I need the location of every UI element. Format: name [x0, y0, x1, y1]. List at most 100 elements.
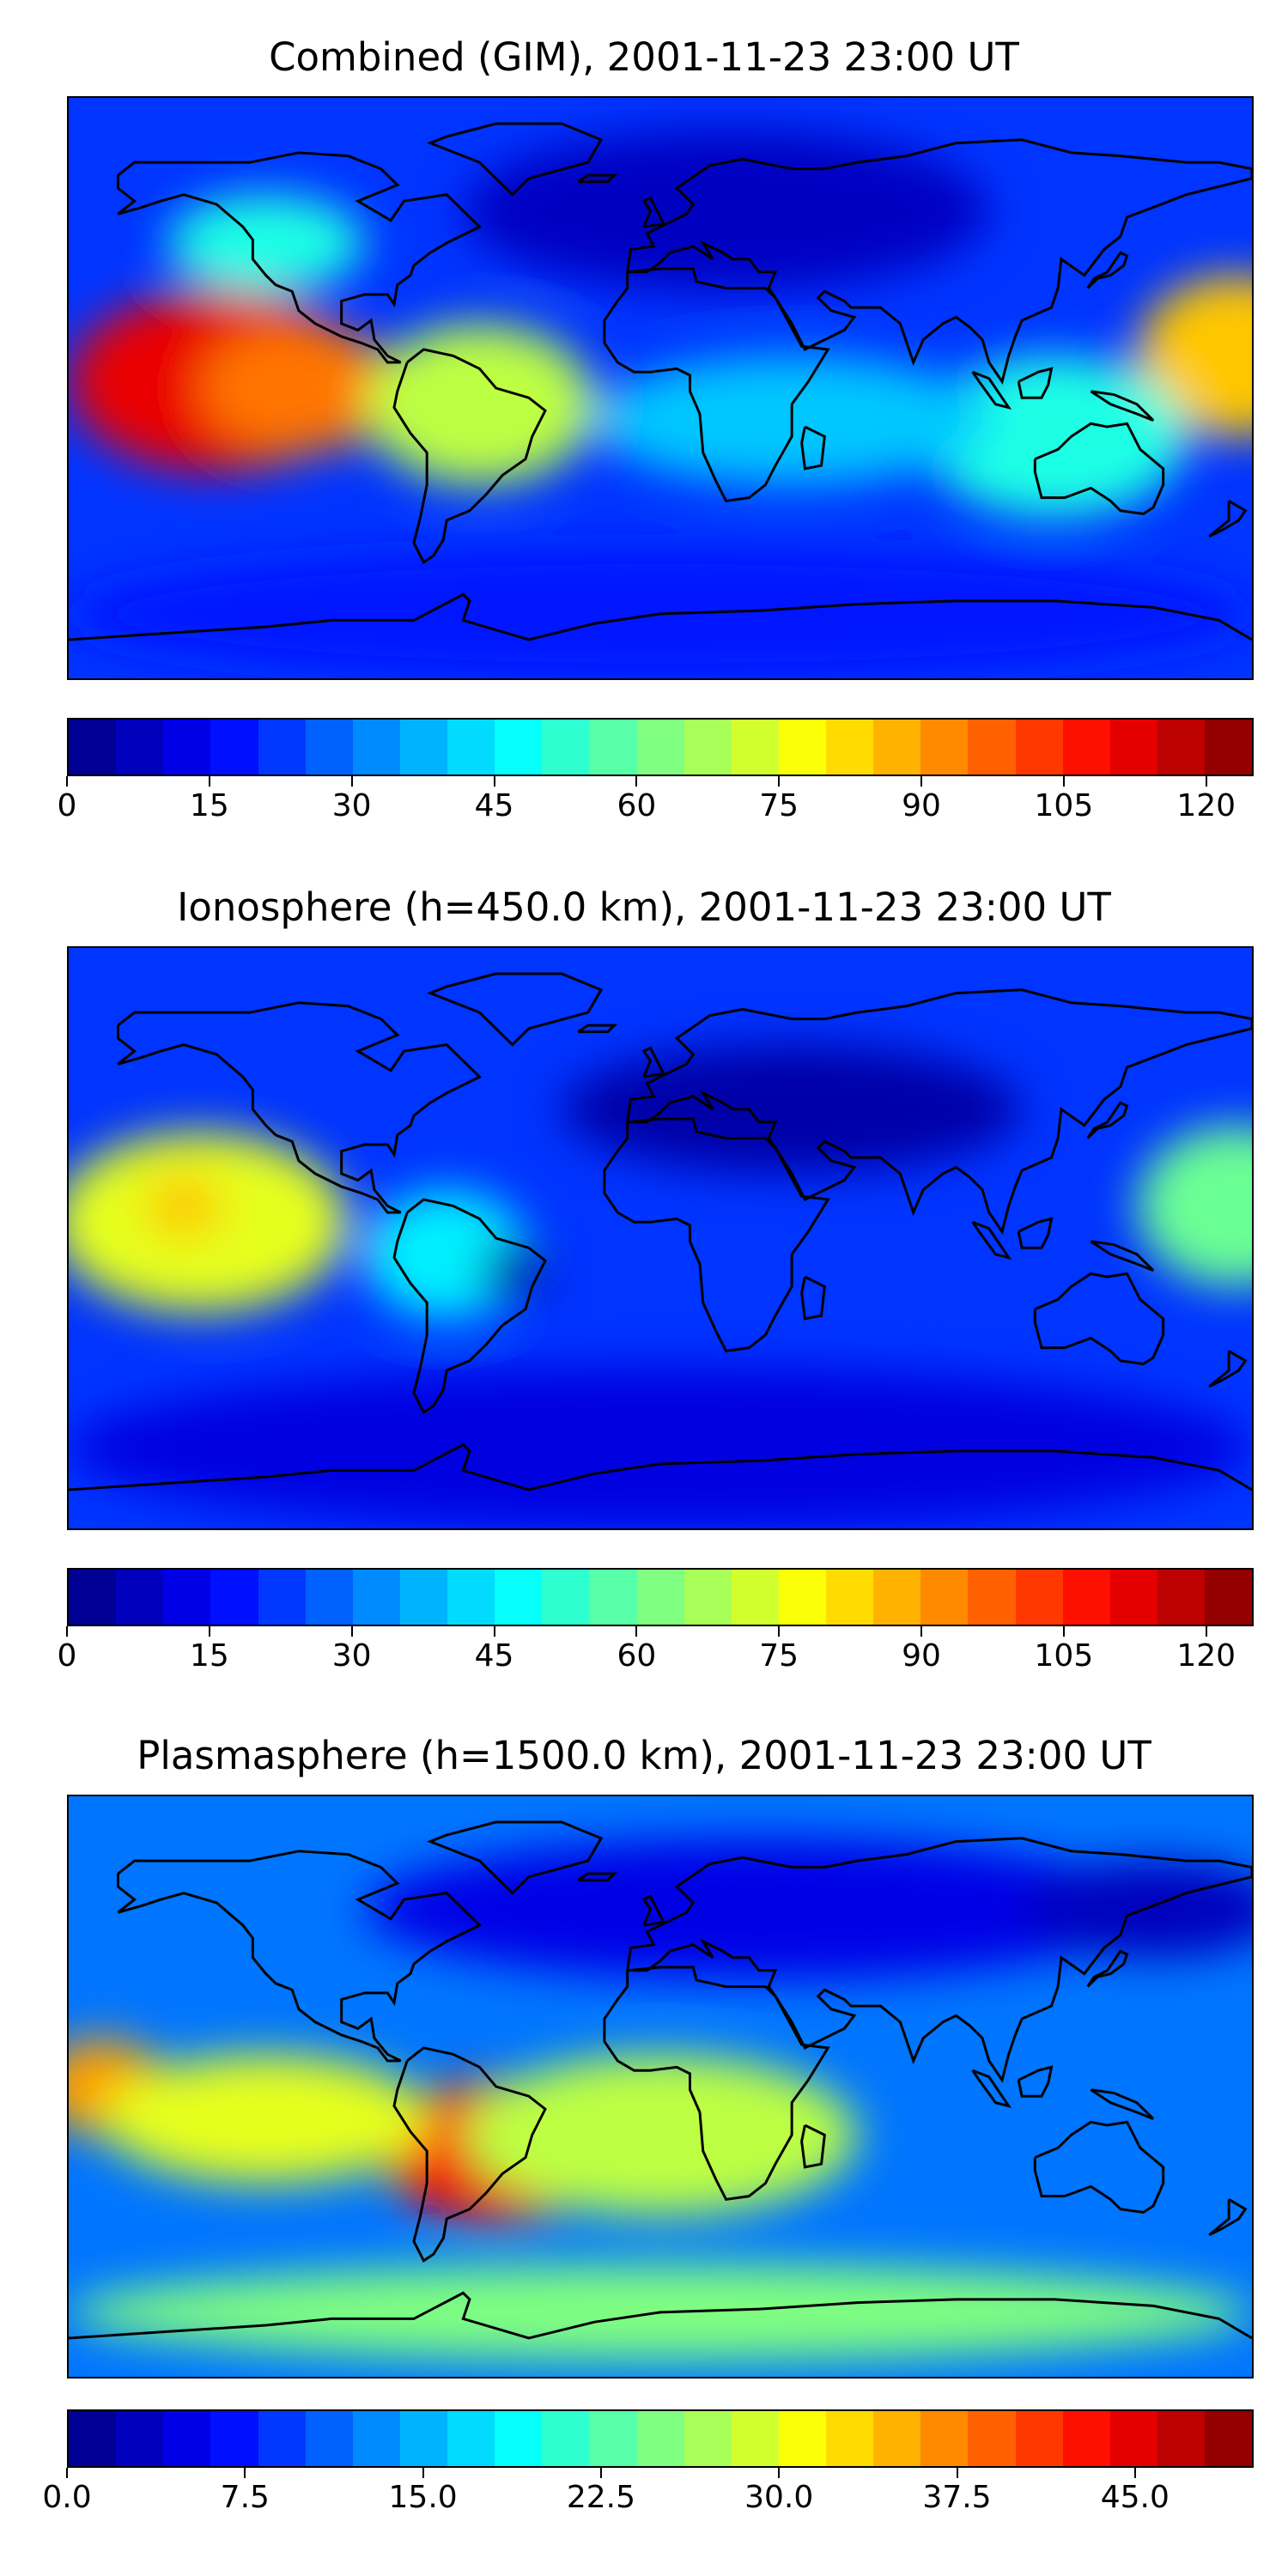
- colorbar-segment: [210, 1570, 258, 1625]
- colorbar-segment: [542, 720, 590, 775]
- map-ionosphere: [67, 946, 1254, 1530]
- coastline-11: [1090, 1240, 1155, 1272]
- colorbar-segment: [163, 2411, 211, 2466]
- colorbar-tick: [208, 1626, 210, 1637]
- colorbar-segment: [352, 2411, 400, 2466]
- tec-map-ionosphere: [69, 948, 1252, 1528]
- coastline-9: [971, 1220, 1012, 1260]
- colorbar-segment: [69, 2411, 117, 2466]
- tec-region-3: [101, 2054, 431, 2184]
- colorbar-tick: [778, 1626, 781, 1637]
- colorbar-tick-label: 60: [617, 788, 657, 823]
- coastline-5: [427, 122, 604, 197]
- colorbar-tick-label: 120: [1176, 1638, 1236, 1674]
- coastline-0: [116, 1850, 483, 2063]
- colorbar-tick: [493, 1626, 495, 1637]
- coastline-12: [800, 1275, 826, 1321]
- colorbar-segment: [683, 720, 732, 775]
- colorbar-segment: [305, 720, 353, 775]
- colorbar-tick: [66, 776, 68, 787]
- colorbar-segment: [873, 720, 921, 775]
- coastline-2: [603, 267, 830, 503]
- colorbar-segment: [69, 1570, 117, 1625]
- colorbar-tick-label: 15: [189, 1638, 229, 1674]
- coastline-11: [1090, 2088, 1155, 2120]
- colorbar-tick-label: 45: [474, 788, 514, 823]
- coastline-3: [626, 988, 1252, 1236]
- colorbar-segment: [542, 2411, 590, 2466]
- colorbar-segment: [826, 720, 874, 775]
- tec-region-1: [144, 1173, 223, 1238]
- colorbar-segment: [683, 2411, 732, 2466]
- colorbar-tick-label: 15.0: [388, 2480, 458, 2515]
- tec-region-5: [364, 1838, 1154, 1981]
- tec-region-6: [167, 194, 365, 292]
- colorbar-segment: [1109, 1570, 1157, 1625]
- colorbar-segment: [873, 1570, 921, 1625]
- colorbar-segment: [731, 1570, 779, 1625]
- colorbar-tick: [956, 2468, 958, 2478]
- colorbar-segment: [210, 720, 258, 775]
- coastline-0: [116, 1001, 483, 1214]
- coastline-4: [1033, 2120, 1165, 2214]
- panel-title-ionosphere: Ionosphere (h=450.0 km), 2001-11-23 23:0…: [177, 884, 1111, 930]
- colorbar-segment: [1062, 1570, 1110, 1625]
- coastline-10: [1017, 2065, 1054, 2098]
- tec-region-2: [1137, 1125, 1252, 1287]
- colorbar-tick: [350, 776, 353, 787]
- colorbar-segment: [305, 1570, 353, 1625]
- colorbar-segment: [1062, 2411, 1110, 2466]
- colorbar-segment: [778, 2411, 826, 2466]
- coastline-0: [116, 151, 483, 364]
- colorbar-ionosphere: [67, 1568, 1254, 1626]
- colorbar-segment: [69, 720, 117, 775]
- colorbar-segment: [116, 1570, 164, 1625]
- colorbar-tick: [1062, 1626, 1065, 1637]
- colorbar-segment: [447, 2411, 495, 2466]
- colorbar-tick: [920, 776, 923, 787]
- colorbar-tick: [1133, 2468, 1136, 2478]
- colorbar-segment: [399, 720, 447, 775]
- panel-title-plasmasphere: Plasmasphere (h=1500.0 km), 2001-11-23 2…: [137, 1733, 1151, 1778]
- colorbar-segment: [495, 2411, 543, 2466]
- tec-region-4: [463, 2054, 858, 2216]
- tec-map-plasmasphere: [69, 1796, 1252, 2377]
- colorbar-segment: [1062, 720, 1110, 775]
- colorbar-segment: [163, 1570, 211, 1625]
- colorbar-segment: [305, 2411, 353, 2466]
- colorbar-ticks-combined: 0 15 30 45 60 75 90 105 120: [58, 776, 1254, 828]
- colorbar-segment: [258, 720, 306, 775]
- colorbar-segment: [163, 720, 211, 775]
- coastline-13: [1208, 500, 1248, 538]
- colorbar-tick-label: 45.0: [1100, 2480, 1170, 2515]
- coastlines: [69, 1820, 1252, 2340]
- coastline-12: [800, 2123, 826, 2169]
- colorbar-segment: [1205, 2411, 1252, 2466]
- coastline-6: [69, 592, 1252, 641]
- colorbar-tick: [66, 1626, 68, 1637]
- colorbar-tick: [778, 2468, 781, 2478]
- colorbar-tick-label: 30.0: [744, 2480, 814, 2515]
- colorbar-segment: [826, 2411, 874, 2466]
- coastline-1: [392, 2046, 547, 2263]
- colorbar-tick-label: 22.5: [566, 2480, 635, 2515]
- colorbar-segment: [1157, 720, 1205, 775]
- colorbar-segment: [731, 720, 779, 775]
- colorbar-tick-label: 0.0: [42, 2480, 92, 2515]
- colorbar-segment: [1109, 2411, 1157, 2466]
- colorbar-tick-label: 105: [1034, 1638, 1094, 1674]
- coastline-1: [392, 1198, 547, 1414]
- colorbar-tick: [1205, 1626, 1207, 1637]
- colorbar-segment: [1015, 720, 1063, 775]
- coastline-4: [1033, 1272, 1165, 1365]
- colorbar-segment: [920, 1570, 969, 1625]
- colorbar-segment: [447, 720, 495, 775]
- colorbar-tick-label: 105: [1034, 788, 1094, 823]
- colorbar-segment: [731, 2411, 779, 2466]
- colorbar-tick: [493, 776, 495, 787]
- colorbar-tick: [422, 2468, 424, 2478]
- colorbar-tick-label: 37.5: [922, 2480, 992, 2515]
- colorbar-segment: [258, 1570, 306, 1625]
- coastline-6: [69, 2291, 1252, 2340]
- panel-title-combined: Combined (GIM), 2001-11-23 23:00 UT: [269, 34, 1019, 80]
